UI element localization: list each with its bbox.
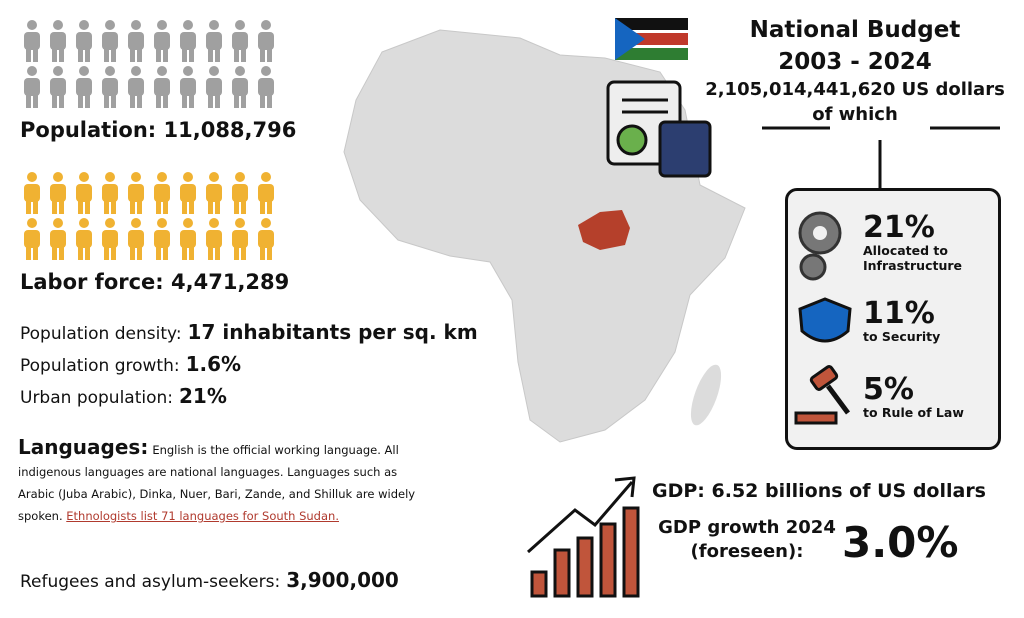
title: National Budget (749, 17, 961, 43)
person-icon (76, 172, 92, 214)
madagascar (690, 364, 722, 426)
person-icon (206, 20, 222, 62)
label: to Rule of Law (863, 405, 964, 420)
person-icon (102, 218, 118, 260)
label: Allocated to Infrastructure (863, 243, 962, 273)
person-icon (180, 66, 196, 108)
south-sudan (578, 210, 630, 250)
population: Population: 11,088,796 (20, 118, 296, 142)
percent: 5% (863, 372, 914, 407)
person-icon (232, 218, 248, 260)
person-icon (180, 172, 196, 214)
person-icon (24, 20, 40, 62)
person-icon (128, 172, 144, 214)
gdp-growth-label: GDP growth 2024 (foreseen): (658, 517, 836, 562)
heading: Languages: (18, 435, 149, 459)
refugees: Refugees and asylum-seekers: 3,900,000 (20, 568, 399, 592)
person-icon (258, 172, 274, 214)
value: 3,900,000 (286, 568, 399, 592)
total: 2,105,014,441,620 US dollars (705, 79, 1005, 100)
person-icon (50, 172, 66, 214)
growth-icon (527, 476, 640, 598)
allocation: 21% Allocated to Infrastructure (863, 210, 993, 274)
person-icon (154, 20, 170, 62)
person-icon (258, 218, 274, 260)
text: English is the official working language… (18, 443, 416, 523)
africa-map (343, 29, 746, 443)
person-icon (102, 66, 118, 108)
gdp: GDP: 6.52 billions of US dollars (652, 480, 986, 502)
value: 21% (179, 384, 227, 408)
allocation-icons (794, 211, 852, 425)
budget-box: 21% Allocated to Infrastructure 11% to Sec… (785, 188, 1001, 450)
percent: 11% (863, 296, 935, 331)
labor-force: Labor force: 4,471,289 (20, 270, 289, 294)
person-icon (206, 218, 222, 260)
allocation: 11% to Security (863, 296, 993, 345)
value: 11,088,796 (163, 118, 297, 142)
stat: Population growth: 1.6% (20, 352, 241, 376)
person-icon (24, 172, 40, 214)
languages: Languages: English is the official workin… (18, 436, 418, 527)
person-icon (232, 66, 248, 108)
budget-icon (606, 80, 712, 178)
person-icon (180, 20, 196, 62)
person-icon (50, 66, 66, 108)
allocation: 5% to Rule of Law (863, 372, 993, 421)
label: to Security (863, 329, 941, 344)
person-icon (154, 172, 170, 214)
person-icon (24, 66, 40, 108)
stat: Population density: 17 inhabitants per sq… (20, 320, 478, 344)
person-icon (206, 172, 222, 214)
person-icon (258, 66, 274, 108)
person-icon (258, 20, 274, 62)
label: Population: (20, 118, 157, 142)
period: 2003 - 2024 (778, 49, 932, 75)
label: Urban population: (20, 388, 174, 408)
person-icon (232, 172, 248, 214)
person-icon (232, 20, 248, 62)
person-icon (76, 20, 92, 62)
person-icon (154, 218, 170, 260)
person-icon (24, 218, 40, 260)
value: 17 inhabitants per sq. km (187, 320, 478, 344)
link[interactable]: Ethnologists list 71 languages for South… (66, 509, 339, 523)
person-icon (128, 20, 144, 62)
person-icon (50, 218, 66, 260)
label: Refugees and asylum-seekers: (20, 572, 281, 592)
person-icon (154, 66, 170, 108)
flag (615, 18, 688, 60)
label: Population density: (20, 324, 182, 344)
person-icon (128, 218, 144, 260)
person-icon (76, 66, 92, 108)
value: 1.6% (185, 352, 242, 376)
stat: Urban population: 21% (20, 384, 227, 408)
person-icon (102, 20, 118, 62)
person-icon (50, 20, 66, 62)
label: Labor force: (20, 270, 164, 294)
person-icon (76, 218, 92, 260)
person-icon (206, 66, 222, 108)
budget-heading: National Budget 2003 - 2024 2,105,014,44… (700, 14, 1010, 128)
person-icon (180, 218, 196, 260)
person-icon (128, 66, 144, 108)
people-icons (24, 20, 274, 260)
label: Population growth: (20, 356, 180, 376)
gdp-growth-value: 3.0% (842, 518, 959, 567)
percent: 21% (863, 210, 935, 245)
connector-label: of which (812, 104, 898, 125)
person-icon (102, 172, 118, 214)
value: 4,471,289 (171, 270, 290, 294)
